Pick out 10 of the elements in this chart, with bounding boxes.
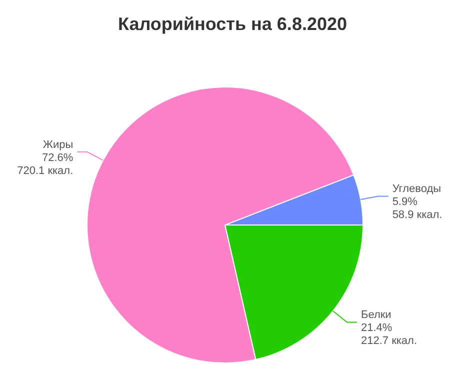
text: 720.1 ккал. [17, 164, 74, 177]
slice-label: Углеводы [392, 183, 442, 196]
data-label: 5.9% [392, 196, 418, 208]
chart-title: Калорийность на 6.8.2020 [118, 14, 348, 34]
text: 58.9 ккал. [392, 209, 442, 222]
slice-label: Белки [360, 309, 392, 322]
slice-label: Жиры [42, 138, 74, 151]
data-label: 72.6% [42, 152, 74, 164]
text: 212.7 ккал. [360, 335, 418, 348]
data-label: 21.4% [360, 322, 392, 334]
